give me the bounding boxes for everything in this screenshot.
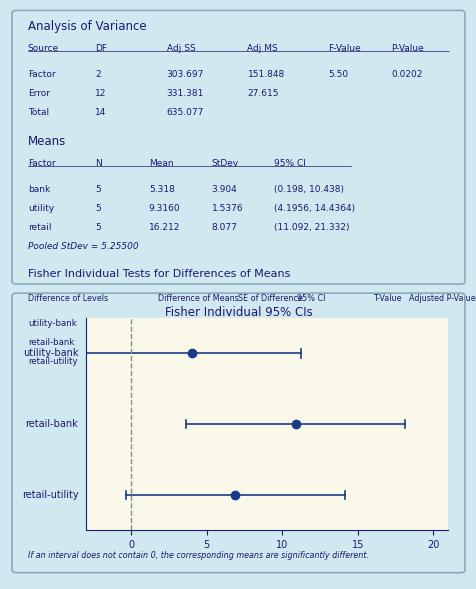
Text: Adj SS: Adj SS <box>167 44 195 53</box>
Text: retail-utility: retail-utility <box>28 357 77 366</box>
Text: 8.077: 8.077 <box>211 223 237 232</box>
Text: 151.848: 151.848 <box>247 70 284 79</box>
Text: 2: 2 <box>95 70 100 79</box>
Text: 0.0602: 0.0602 <box>408 357 438 366</box>
Text: retail-bank: retail-bank <box>26 419 78 429</box>
Text: 3.324: 3.324 <box>238 319 263 328</box>
Text: 3.904: 3.904 <box>211 185 237 194</box>
Text: N: N <box>95 160 101 168</box>
Text: (-0.345, 14.137): (-0.345, 14.137) <box>296 357 366 366</box>
Text: 27.615: 27.615 <box>247 89 278 98</box>
Text: DF: DF <box>95 44 107 53</box>
Text: Adj MS: Adj MS <box>247 44 278 53</box>
Text: 9.3160: 9.3160 <box>149 204 180 213</box>
Text: retail-utility: retail-utility <box>21 490 78 499</box>
Text: 1.5376: 1.5376 <box>211 204 243 213</box>
Text: 95% CI: 95% CI <box>274 160 306 168</box>
Text: 635.077: 635.077 <box>167 108 204 117</box>
Text: 2.07: 2.07 <box>372 357 391 366</box>
Text: StDev: StDev <box>211 160 238 168</box>
Text: (4.1956, 14.4364): (4.1956, 14.4364) <box>274 204 355 213</box>
Text: Source: Source <box>28 44 59 53</box>
Text: Factor: Factor <box>28 160 55 168</box>
Text: 14: 14 <box>95 108 106 117</box>
Text: (0.198, 10.438): (0.198, 10.438) <box>274 185 344 194</box>
Text: (-3.243, 11.239): (-3.243, 11.239) <box>296 319 366 328</box>
Text: If an interval does not contain 0, the corresponding means are significantly dif: If an interval does not contain 0, the c… <box>28 551 368 560</box>
Text: 5: 5 <box>95 223 100 232</box>
Text: Fisher Individual 95% CIs: Fisher Individual 95% CIs <box>164 306 312 319</box>
Text: 0.0202: 0.0202 <box>390 70 421 79</box>
Text: F-Value: F-Value <box>327 44 360 53</box>
Text: Differences of Means for bank, utility, retail: Differences of Means for bank, utility, … <box>125 327 351 337</box>
Text: 5.318: 5.318 <box>149 185 174 194</box>
Text: Difference of Means: Difference of Means <box>158 293 238 303</box>
Text: bank: bank <box>28 185 50 194</box>
Text: Adjusted P-Value: Adjusted P-Value <box>408 293 475 303</box>
Text: utility-bank: utility-bank <box>23 349 78 358</box>
Text: P-Value: P-Value <box>390 44 423 53</box>
Text: 5.50: 5.50 <box>327 70 347 79</box>
Text: Pooled StDev = 5.25500: Pooled StDev = 5.25500 <box>28 242 138 251</box>
Text: 303.697: 303.697 <box>167 70 204 79</box>
Text: utility-bank: utility-bank <box>28 319 76 328</box>
Text: 5: 5 <box>95 204 100 213</box>
Text: retail-bank: retail-bank <box>28 338 74 348</box>
Text: Fisher Individual Tests for Differences of Means: Fisher Individual Tests for Differences … <box>28 269 289 279</box>
Text: 3.28: 3.28 <box>372 338 391 348</box>
Text: retail: retail <box>28 223 51 232</box>
Text: Error: Error <box>28 89 50 98</box>
Text: 3.324: 3.324 <box>238 357 263 366</box>
Text: (3.653, 18.135): (3.653, 18.135) <box>296 338 363 348</box>
Text: Means: Means <box>28 135 66 148</box>
Text: Factor: Factor <box>28 70 55 79</box>
Text: SE of Difference: SE of Difference <box>238 293 303 303</box>
Text: (11.092, 21.332): (11.092, 21.332) <box>274 223 349 232</box>
Text: 0.0066: 0.0066 <box>408 338 438 348</box>
Text: Analysis of Variance: Analysis of Variance <box>28 20 146 33</box>
Text: 16.212: 16.212 <box>149 223 180 232</box>
Text: 10.894: 10.894 <box>158 338 188 348</box>
Text: Difference of Levels: Difference of Levels <box>28 293 108 303</box>
Text: 1.20: 1.20 <box>372 319 391 328</box>
Text: utility: utility <box>28 204 54 213</box>
Text: 5: 5 <box>95 185 100 194</box>
Text: 6.896: 6.896 <box>158 357 182 366</box>
Text: 3.324: 3.324 <box>238 338 263 348</box>
Text: Total: Total <box>28 108 49 117</box>
Text: 95% CI: 95% CI <box>296 293 325 303</box>
Text: T-Value: T-Value <box>372 293 401 303</box>
Text: 331.381: 331.381 <box>167 89 204 98</box>
Text: 0.2522: 0.2522 <box>408 319 438 328</box>
Text: 12: 12 <box>95 89 106 98</box>
Text: 3.998: 3.998 <box>158 319 182 328</box>
Text: Mean: Mean <box>149 160 173 168</box>
